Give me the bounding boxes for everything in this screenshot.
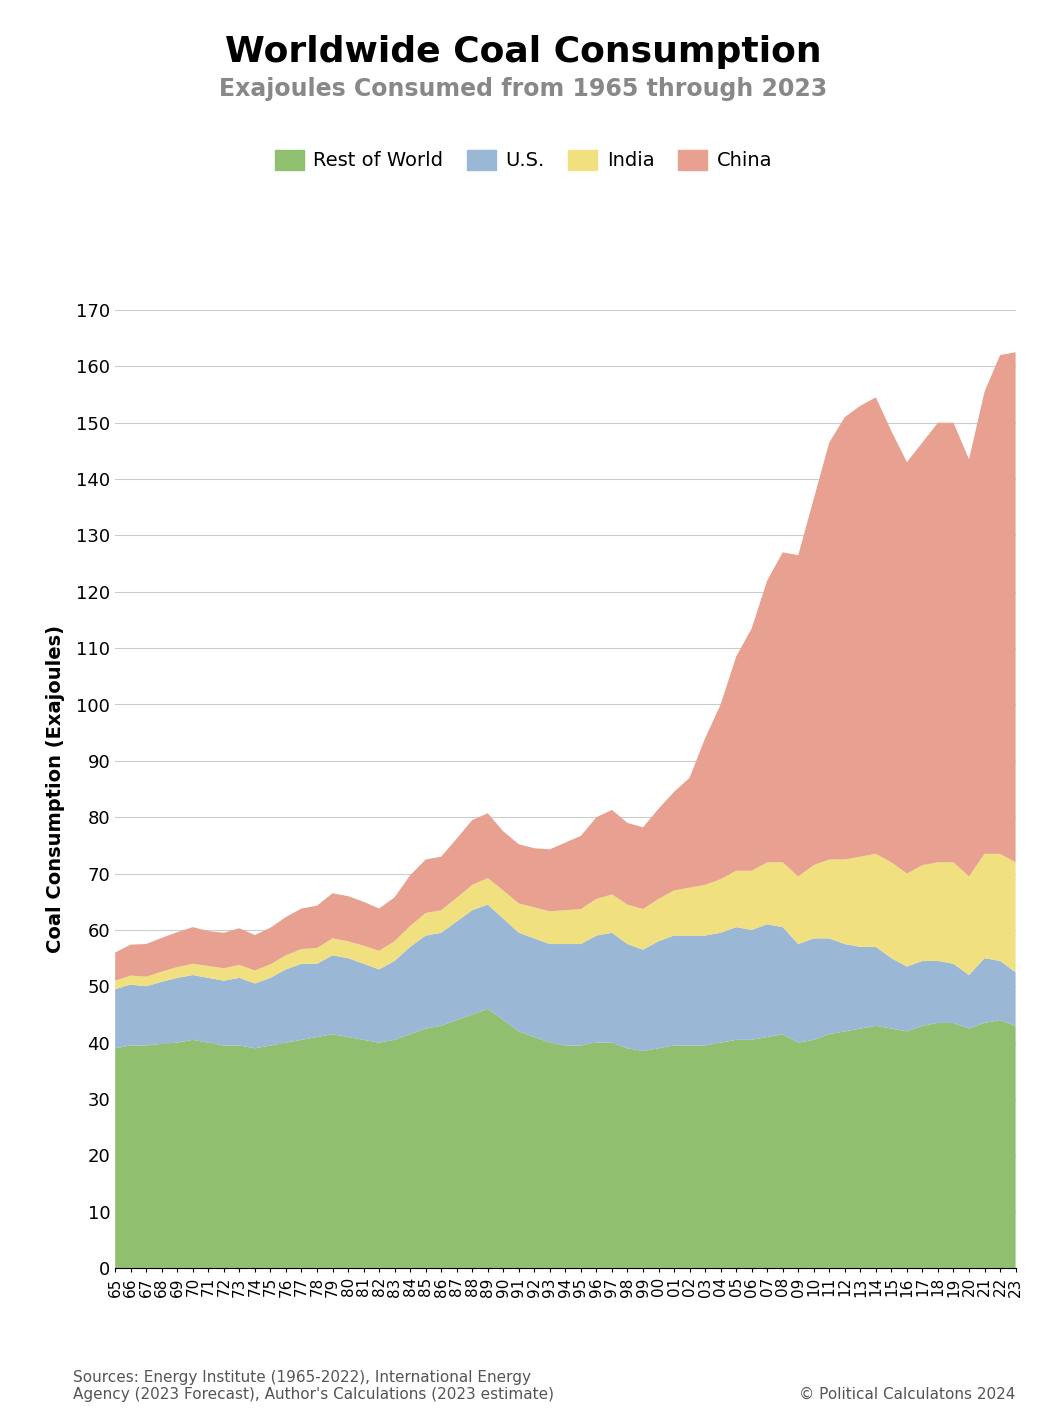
Text: Sources: Energy Institute (1965-2022), International Energy
Agency (2023 Forecas: Sources: Energy Institute (1965-2022), I…	[73, 1370, 554, 1402]
Y-axis label: Coal Consumption (Exajoules): Coal Consumption (Exajoules)	[46, 626, 65, 952]
Text: Worldwide Coal Consumption: Worldwide Coal Consumption	[225, 35, 822, 69]
Legend: Rest of World, U.S., India, China: Rest of World, U.S., India, China	[267, 142, 780, 179]
Text: Exajoules Consumed from 1965 through 2023: Exajoules Consumed from 1965 through 202…	[220, 77, 827, 101]
Text: © Political Calculatons 2024: © Political Calculatons 2024	[799, 1386, 1016, 1402]
